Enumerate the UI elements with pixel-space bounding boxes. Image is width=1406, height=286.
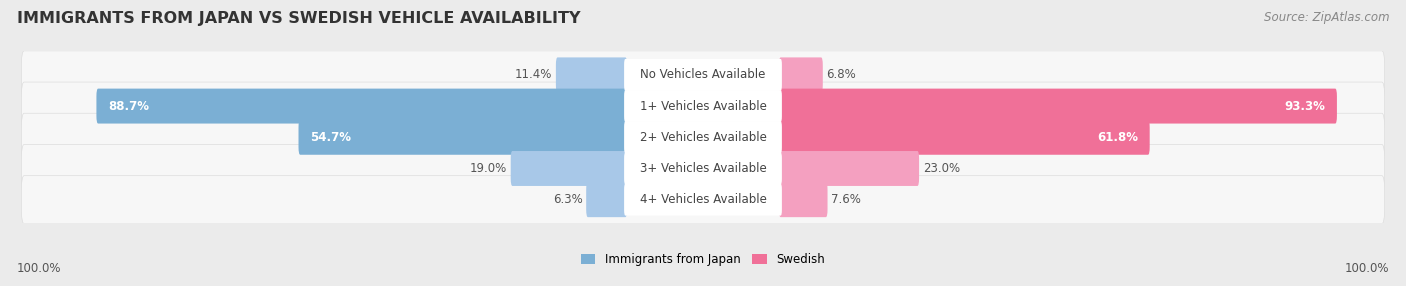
Text: 19.0%: 19.0% bbox=[470, 162, 508, 175]
FancyBboxPatch shape bbox=[21, 176, 1385, 224]
FancyBboxPatch shape bbox=[779, 89, 1337, 124]
Text: IMMIGRANTS FROM JAPAN VS SWEDISH VEHICLE AVAILABILITY: IMMIGRANTS FROM JAPAN VS SWEDISH VEHICLE… bbox=[17, 11, 581, 26]
FancyBboxPatch shape bbox=[21, 144, 1385, 192]
Text: 23.0%: 23.0% bbox=[922, 162, 960, 175]
Text: 7.6%: 7.6% bbox=[831, 193, 860, 206]
Text: 2+ Vehicles Available: 2+ Vehicles Available bbox=[640, 131, 766, 144]
Text: 100.0%: 100.0% bbox=[1344, 262, 1389, 275]
FancyBboxPatch shape bbox=[21, 113, 1385, 161]
Text: 88.7%: 88.7% bbox=[108, 100, 149, 113]
FancyBboxPatch shape bbox=[555, 57, 627, 92]
FancyBboxPatch shape bbox=[779, 120, 1150, 155]
FancyBboxPatch shape bbox=[97, 89, 627, 124]
FancyBboxPatch shape bbox=[779, 151, 920, 186]
Text: 6.8%: 6.8% bbox=[827, 68, 856, 82]
FancyBboxPatch shape bbox=[298, 120, 627, 155]
FancyBboxPatch shape bbox=[586, 182, 627, 217]
FancyBboxPatch shape bbox=[624, 184, 782, 216]
FancyBboxPatch shape bbox=[510, 151, 627, 186]
Text: 6.3%: 6.3% bbox=[553, 193, 582, 206]
Text: 93.3%: 93.3% bbox=[1284, 100, 1324, 113]
Text: No Vehicles Available: No Vehicles Available bbox=[640, 68, 766, 82]
Text: 54.7%: 54.7% bbox=[311, 131, 352, 144]
FancyBboxPatch shape bbox=[624, 152, 782, 184]
Text: 11.4%: 11.4% bbox=[515, 68, 553, 82]
Text: 1+ Vehicles Available: 1+ Vehicles Available bbox=[640, 100, 766, 113]
FancyBboxPatch shape bbox=[779, 182, 828, 217]
FancyBboxPatch shape bbox=[624, 59, 782, 91]
FancyBboxPatch shape bbox=[624, 90, 782, 122]
Legend: Immigrants from Japan, Swedish: Immigrants from Japan, Swedish bbox=[576, 249, 830, 271]
Text: Source: ZipAtlas.com: Source: ZipAtlas.com bbox=[1264, 11, 1389, 24]
Text: 3+ Vehicles Available: 3+ Vehicles Available bbox=[640, 162, 766, 175]
FancyBboxPatch shape bbox=[624, 121, 782, 153]
FancyBboxPatch shape bbox=[21, 82, 1385, 130]
FancyBboxPatch shape bbox=[21, 51, 1385, 99]
Text: 4+ Vehicles Available: 4+ Vehicles Available bbox=[640, 193, 766, 206]
Text: 100.0%: 100.0% bbox=[17, 262, 62, 275]
FancyBboxPatch shape bbox=[779, 57, 823, 92]
Text: 61.8%: 61.8% bbox=[1097, 131, 1137, 144]
